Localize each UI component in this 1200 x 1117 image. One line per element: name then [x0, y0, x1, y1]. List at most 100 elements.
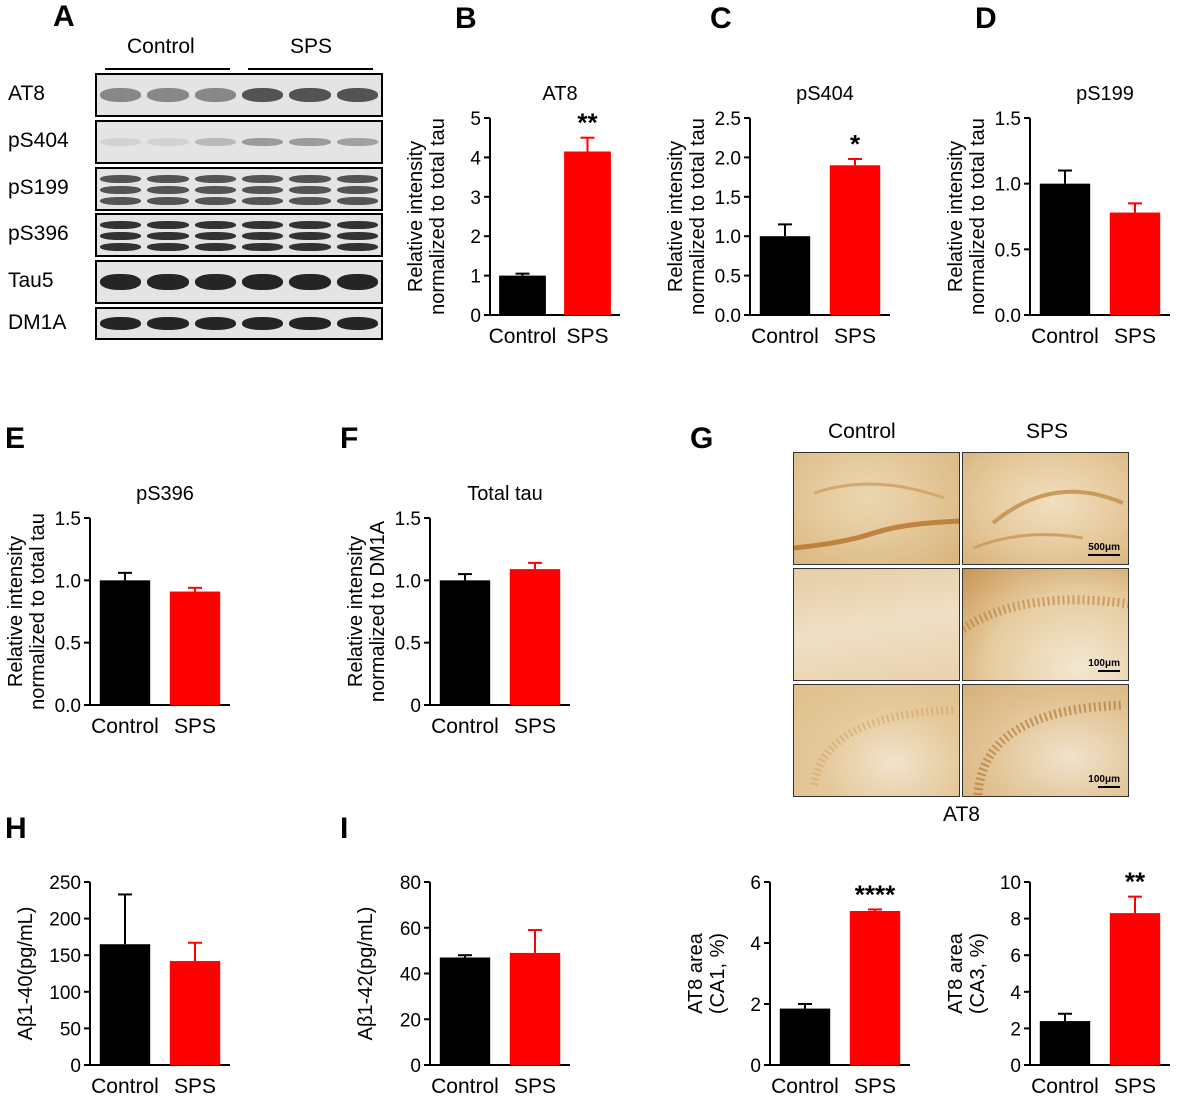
y-tick-label: 0 — [470, 306, 481, 327]
chart-title: AT8 — [542, 83, 577, 105]
x-tick-label: SPS — [854, 1075, 896, 1098]
y-tick-label: 10 — [1000, 873, 1021, 894]
blot-band — [194, 317, 236, 330]
blot-band — [100, 243, 142, 251]
bar-control — [779, 1008, 831, 1065]
chart-f: Total tau 0 0.5 1.0 1.5 Relative intensity nor… — [345, 483, 570, 738]
x-tick-label: SPS — [1114, 325, 1156, 348]
blot-band — [242, 186, 284, 194]
blot-band — [147, 274, 189, 290]
blot-band — [242, 232, 284, 240]
y-tick-label: 0 — [70, 1056, 81, 1077]
blot-band — [147, 88, 189, 102]
micro-control-ca1 — [793, 568, 960, 681]
chart-title: pS396 — [136, 483, 194, 505]
blot-strip — [95, 120, 383, 164]
blot-band — [100, 175, 142, 183]
x-tick-label: SPS — [1114, 1075, 1156, 1098]
blot-row-label: DM1A — [8, 310, 67, 334]
blot-band — [194, 232, 236, 240]
y-tick-label: 0.5 — [715, 267, 741, 288]
x-tick-label: Control — [771, 1075, 839, 1098]
blot-band — [289, 175, 331, 183]
blot-band — [289, 221, 331, 229]
blot-band — [147, 175, 189, 183]
microscopy-column-control: Control — [828, 420, 896, 443]
y-tick-label: 1.0 — [395, 571, 421, 592]
bar-control — [439, 957, 491, 1065]
chart-title: pS404 — [796, 83, 854, 105]
blot-band — [194, 274, 236, 290]
blot-band — [242, 317, 284, 330]
panel-label-i: I — [340, 812, 349, 845]
chart-title: Total tau — [467, 483, 543, 505]
blot-band — [242, 88, 284, 102]
blot-group-control: Control — [127, 35, 195, 58]
micro-sps-ca1: 100μm — [962, 568, 1129, 681]
blot-band — [100, 317, 142, 330]
y-axis-label: (CA1, %) — [707, 933, 729, 1014]
bar-sps — [849, 910, 901, 1065]
blot-band — [336, 317, 378, 330]
y-tick-label: 0.0 — [995, 306, 1021, 327]
blot-band — [289, 317, 331, 330]
blot-group-line-sps — [248, 68, 373, 70]
blot-band — [100, 197, 142, 205]
western-blot: Control SPS AT8 pS404 pS199 pS396 Tau5 DM1A — [0, 30, 400, 340]
blot-band — [147, 186, 189, 194]
blot-band — [242, 138, 284, 146]
blot-group-sps: SPS — [290, 35, 333, 58]
blot-band — [147, 197, 189, 205]
blot-band — [336, 197, 378, 205]
chart-title: pS199 — [1076, 83, 1134, 105]
y-tick-label: 0 — [1010, 1056, 1021, 1077]
blot-band — [147, 138, 189, 146]
y-tick-label: 200 — [49, 910, 81, 931]
x-tick-label: Control — [489, 325, 557, 348]
chart-h: 0 50 100 150 200 250 Aβ1-40(pg/mL) Control SPS — [15, 873, 230, 1098]
chart-b: AT8 0 1 2 3 4 5 Relative intensity normalized to… — [405, 83, 620, 348]
panel-label-d: D — [975, 2, 997, 35]
y-axis-label: Relative intensity — [945, 141, 967, 292]
bar-control — [1039, 1021, 1091, 1065]
y-axis-label: normalized to total tau — [27, 513, 49, 710]
significance-marker: ** — [577, 108, 598, 138]
y-tick-label: 60 — [400, 919, 421, 940]
blot-band — [194, 221, 236, 229]
chart-e: pS396 0.0 0.5 1.0 1.5 Relative intensity norma… — [5, 483, 230, 738]
y-axis-label: Relative intensity — [405, 141, 427, 292]
y-tick-label: 1.5 — [995, 109, 1021, 130]
y-tick-label: 4 — [750, 934, 761, 955]
y-tick-label: 4 — [470, 148, 481, 169]
y-tick-label: 6 — [750, 873, 761, 894]
blot-row-label: pS404 — [8, 129, 69, 152]
panel-label-b: B — [455, 2, 477, 35]
microscopy-grid: Control SPS 500μm 100μm 100μm AT8 — [790, 420, 1135, 826]
blot-strip — [95, 167, 383, 211]
y-tick-label: 1.0 — [55, 571, 81, 592]
y-tick-label: 1.0 — [715, 227, 741, 248]
blot-band — [100, 232, 142, 240]
y-axis-label: Relative intensity — [5, 536, 27, 687]
blot-band — [194, 186, 236, 194]
blot-band — [100, 274, 142, 290]
microscopy-column-sps: SPS — [1026, 420, 1069, 443]
scale-bar-500: 500μm — [1088, 542, 1120, 556]
panel-label-e: E — [5, 422, 26, 455]
micro-control-ca3 — [793, 684, 960, 797]
y-axis-label: normalized to total tau — [967, 118, 989, 315]
blot-band — [336, 243, 378, 251]
y-tick-label: 6 — [1010, 946, 1021, 967]
y-tick-label: 80 — [400, 873, 421, 894]
blot-band — [147, 243, 189, 251]
blot-band — [147, 221, 189, 229]
y-tick-label: 0.0 — [715, 306, 741, 327]
blot-band — [194, 175, 236, 183]
blot-band — [289, 197, 331, 205]
blot-band — [336, 175, 378, 183]
micro-sps-ca3: 100μm — [962, 684, 1129, 797]
bar-control — [759, 236, 811, 315]
y-axis-label: normalized to DM1A — [367, 520, 389, 702]
bar-sps — [564, 151, 611, 315]
y-tick-label: 250 — [49, 873, 81, 894]
